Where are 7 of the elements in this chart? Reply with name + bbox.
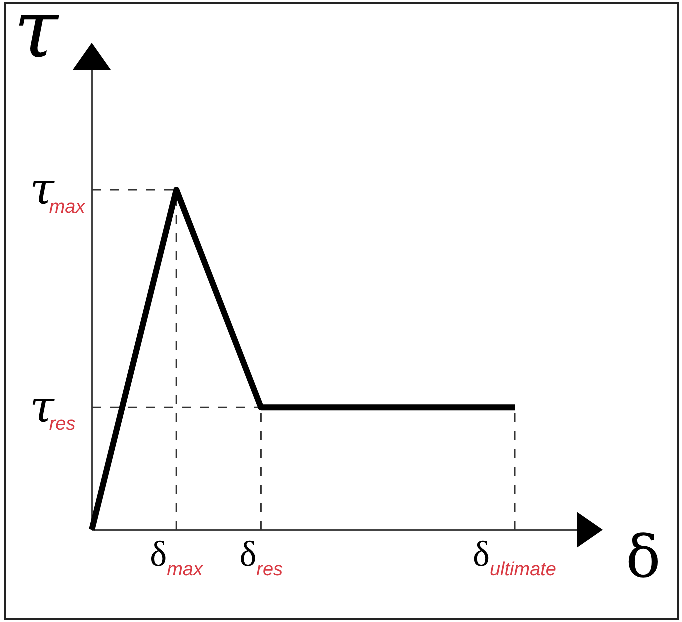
x-axis-title: δ [626, 523, 661, 591]
y-axis-title: τ [14, 0, 58, 76]
x-tick-label: δ$_{res}$ [240, 534, 284, 580]
ref-line-label: τ$_{max}$ [30, 164, 86, 218]
ref-line-label: τ$_{res}$ [30, 382, 76, 436]
x-tick-label: δ$_{max}$ [150, 534, 203, 580]
x-tick-label: δ$_{ultimate}$ [473, 534, 556, 580]
